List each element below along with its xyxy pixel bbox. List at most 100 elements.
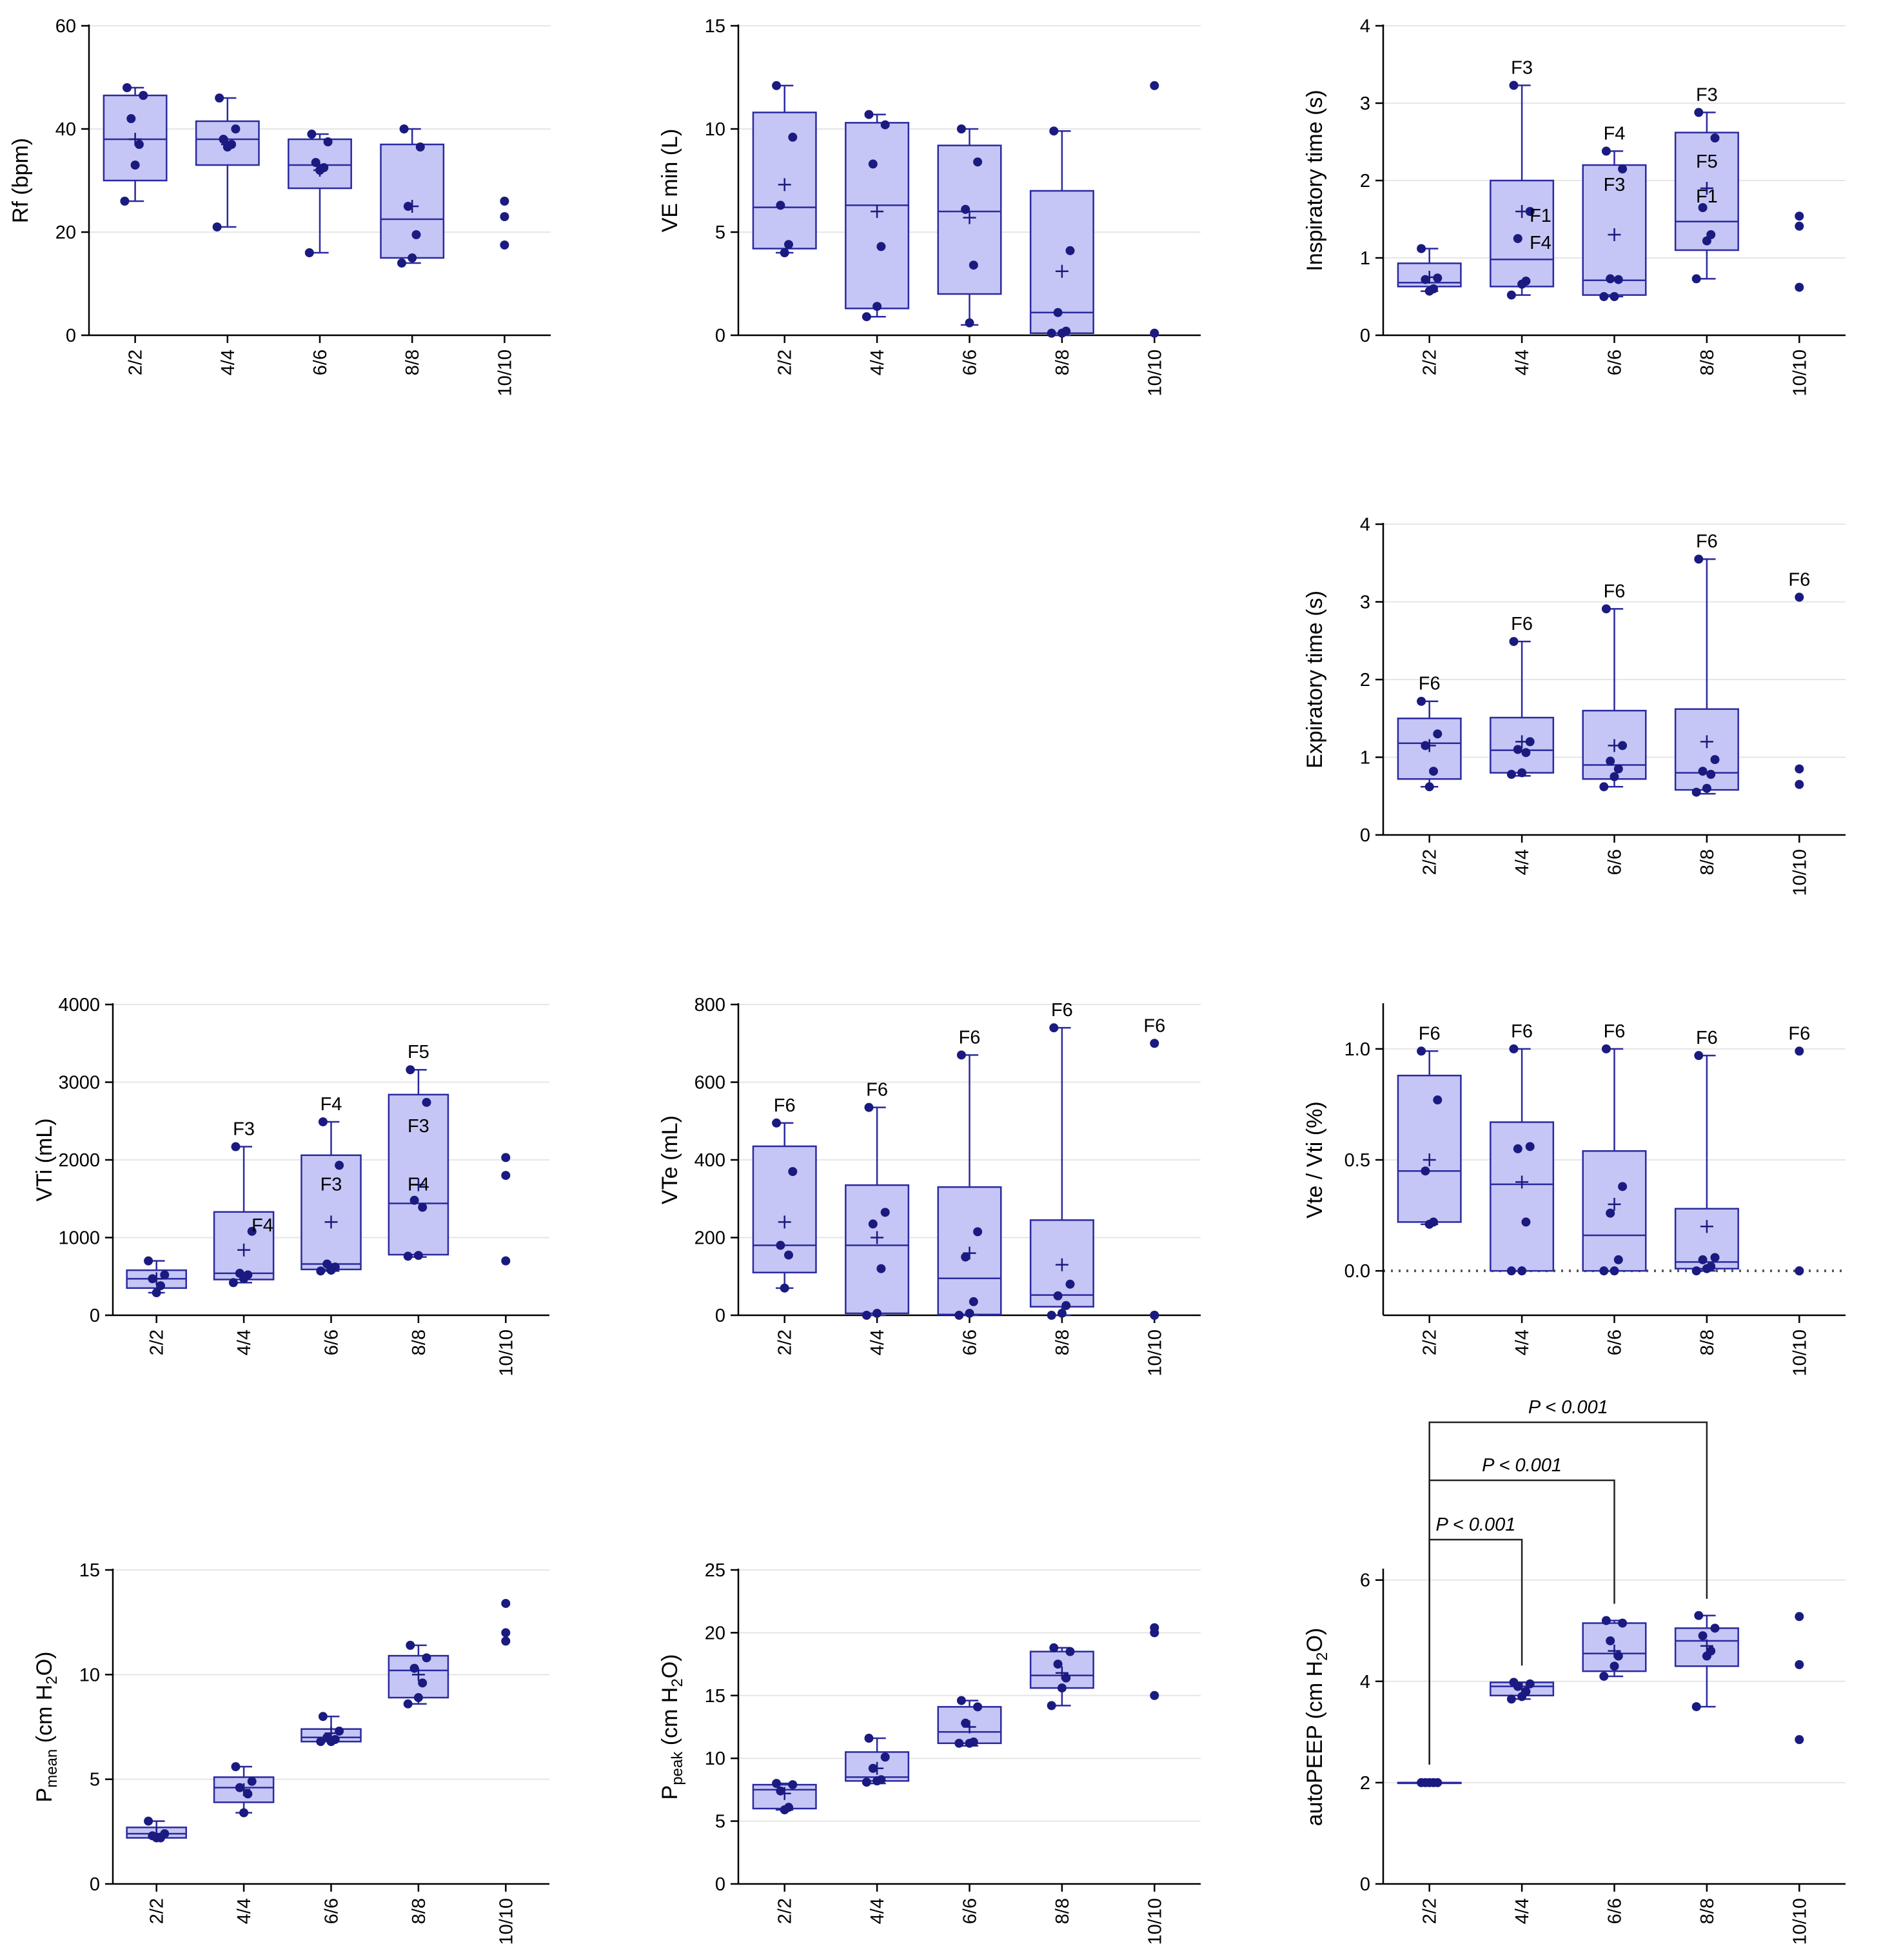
annotation-label: F6 bbox=[1604, 1021, 1626, 1042]
data-point bbox=[1057, 328, 1067, 338]
data-point bbox=[1049, 1023, 1059, 1033]
data-point bbox=[1506, 1266, 1516, 1276]
data-point bbox=[872, 1308, 882, 1318]
data-point bbox=[780, 248, 789, 257]
data-point bbox=[784, 240, 793, 250]
data-point bbox=[1053, 1291, 1063, 1300]
data-point bbox=[868, 159, 878, 169]
data-point bbox=[973, 1702, 983, 1712]
data-point bbox=[1150, 1690, 1159, 1700]
annotation-label: F3 bbox=[408, 1116, 429, 1137]
x-tick-label: 8/8 bbox=[409, 1898, 429, 1924]
data-point bbox=[335, 1726, 344, 1736]
data-point bbox=[408, 253, 417, 262]
data-point bbox=[1702, 783, 1711, 793]
data-point bbox=[864, 1102, 874, 1112]
y-tick-label: 10 bbox=[705, 1749, 725, 1769]
x-tick-label: 8/8 bbox=[1697, 1898, 1718, 1924]
data-point bbox=[862, 1311, 871, 1320]
data-point bbox=[318, 1712, 328, 1721]
data-point bbox=[406, 1640, 415, 1650]
y-tick-label: 800 bbox=[694, 995, 725, 1015]
y-tick-label: 4000 bbox=[58, 995, 100, 1015]
data-point bbox=[1601, 604, 1611, 614]
annotation-label: F4 bbox=[251, 1215, 273, 1236]
annotation-label: F5 bbox=[408, 1042, 429, 1063]
data-point bbox=[1613, 1651, 1623, 1661]
data-point bbox=[239, 1274, 249, 1284]
y-tick-label: 0 bbox=[1360, 326, 1370, 346]
annotation-label: F6 bbox=[1788, 569, 1810, 590]
data-point bbox=[1509, 636, 1519, 646]
annotation-label: F3 bbox=[320, 1174, 342, 1195]
data-point bbox=[126, 114, 136, 123]
data-point bbox=[1795, 593, 1804, 602]
data-point bbox=[231, 124, 241, 133]
data-point bbox=[1057, 1683, 1067, 1693]
data-point bbox=[1613, 275, 1623, 284]
data-point bbox=[772, 1779, 782, 1788]
data-point bbox=[1509, 1044, 1519, 1054]
data-point bbox=[316, 1737, 326, 1747]
data-point bbox=[1525, 737, 1535, 747]
data-point bbox=[1694, 1051, 1704, 1061]
x-tick-label: 10/10 bbox=[1789, 849, 1810, 896]
data-point bbox=[1057, 1308, 1067, 1318]
data-point bbox=[1601, 1044, 1611, 1054]
chart-ve-min: 0 5 10 15 2/2 4/4 6/6 8/8 10/10 VE min (L) bbox=[658, 16, 1201, 397]
x-tick-label: 4/4 bbox=[234, 1898, 255, 1924]
data-point bbox=[1691, 1702, 1701, 1712]
data-point bbox=[1606, 1636, 1615, 1645]
y-axis-title: autoPEEP (cm H2O) bbox=[1303, 1628, 1331, 1827]
data-point bbox=[323, 137, 333, 146]
data-point bbox=[1433, 1095, 1443, 1105]
x-tick-label: 6/6 bbox=[960, 1329, 981, 1355]
data-point bbox=[969, 1297, 978, 1306]
data-point bbox=[1795, 764, 1804, 774]
data-point bbox=[1599, 292, 1609, 301]
x-tick-label: 10/10 bbox=[1145, 349, 1165, 397]
x-tick-label: 8/8 bbox=[402, 349, 423, 375]
y-tick-label: 400 bbox=[694, 1150, 725, 1171]
data-point bbox=[1599, 782, 1609, 792]
annotation-label: F6 bbox=[774, 1095, 796, 1116]
x-tick-label: 10/10 bbox=[496, 1898, 517, 1945]
y-tick-label: 6 bbox=[1360, 1571, 1370, 1591]
box bbox=[1674, 708, 1739, 791]
data-point bbox=[1421, 1166, 1430, 1176]
y-axis-title: Ppeak (cm H2O) bbox=[658, 1654, 686, 1800]
data-point bbox=[1417, 244, 1426, 253]
y-tick-label: 3000 bbox=[58, 1073, 100, 1093]
annotation-label: F6 bbox=[1419, 674, 1441, 694]
data-point bbox=[1618, 1618, 1628, 1628]
data-point bbox=[876, 242, 886, 251]
chart-vte-vti-ratio: 0.0 0.5 1.0 2/2 4/4 6/6 8/8 10/10 Vte / Vti (%) F… bbox=[1303, 1003, 1846, 1377]
y-tick-label: 3 bbox=[1360, 93, 1370, 114]
annotation-label: F6 bbox=[1143, 1015, 1165, 1036]
annotation-label: F5 bbox=[1696, 152, 1718, 172]
data-point bbox=[973, 157, 983, 167]
data-point bbox=[148, 1274, 157, 1284]
data-point bbox=[1521, 1217, 1531, 1227]
data-point bbox=[1694, 1611, 1704, 1620]
y-tick-label: 1 bbox=[1360, 248, 1370, 269]
data-point bbox=[144, 1816, 153, 1826]
data-point bbox=[1421, 275, 1430, 284]
box bbox=[300, 1154, 362, 1271]
annotation-label: F4 bbox=[1530, 233, 1551, 253]
y-tick-label: 0 bbox=[1360, 1874, 1370, 1895]
y-tick-label: 20 bbox=[55, 222, 76, 243]
x-tick-label: 4/4 bbox=[867, 349, 888, 375]
annotation-label: F6 bbox=[1511, 614, 1533, 634]
significance-bracket bbox=[1428, 1538, 1523, 1765]
data-point bbox=[1795, 1612, 1804, 1622]
data-point bbox=[1509, 81, 1519, 90]
box bbox=[388, 1093, 449, 1256]
data-point bbox=[1047, 1701, 1056, 1710]
data-point bbox=[1691, 787, 1701, 797]
data-point bbox=[1610, 292, 1619, 301]
annotation-label: F6 bbox=[1788, 1023, 1810, 1044]
x-tick-label: 2/2 bbox=[147, 1329, 168, 1355]
data-point bbox=[956, 1696, 966, 1705]
